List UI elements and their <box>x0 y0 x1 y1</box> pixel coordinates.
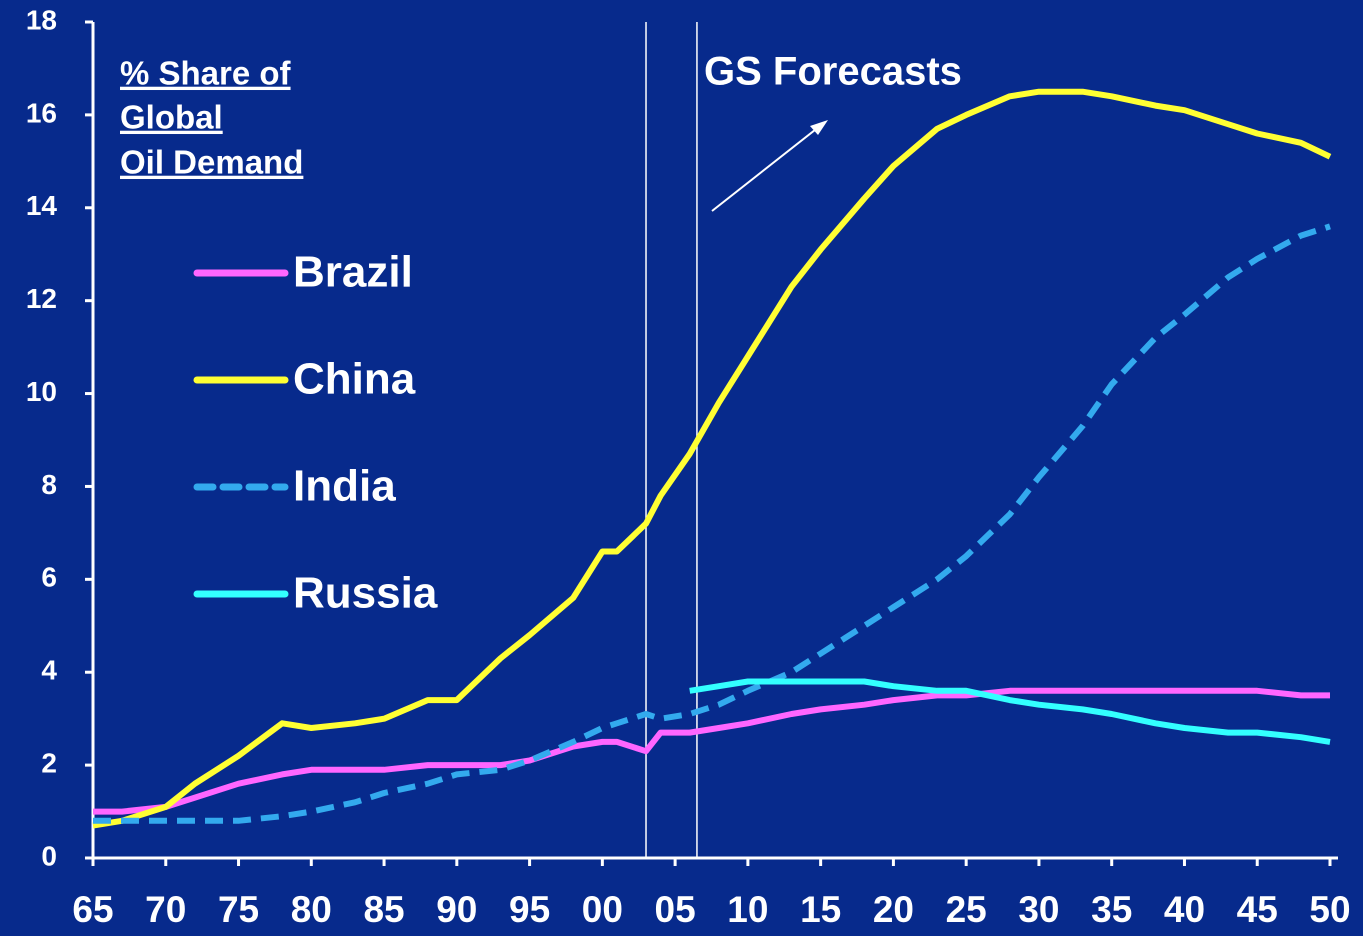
annotation: GS Forecasts <box>704 50 962 94</box>
x-tick-label: 85 <box>363 889 404 930</box>
x-tick-label: 90 <box>436 889 477 930</box>
x-tick-label: 10 <box>727 889 768 930</box>
series-line <box>93 223 1331 824</box>
x-tick-label: 05 <box>655 889 696 930</box>
annotation: % Share of <box>120 55 292 92</box>
y-tick-label: 10 <box>26 376 57 407</box>
x-tick-label: 20 <box>873 889 914 930</box>
series-line <box>689 678 1331 745</box>
legend-label: Russia <box>293 569 438 618</box>
legend-label: China <box>293 355 416 404</box>
arrow-head <box>810 120 828 135</box>
annotation: Global <box>120 99 223 136</box>
x-tick-label: 25 <box>946 889 987 930</box>
y-tick-label: 8 <box>41 469 57 500</box>
x-tick-label: 80 <box>291 889 332 930</box>
x-tick-label: 00 <box>582 889 623 930</box>
y-tick-label: 0 <box>41 840 57 871</box>
x-tick-label: 95 <box>509 889 550 930</box>
x-tick-label: 50 <box>1309 889 1350 930</box>
arrow <box>711 125 821 212</box>
x-tick-label: 70 <box>145 889 186 930</box>
x-tick-label: 75 <box>218 889 259 930</box>
series-line <box>92 88 1332 829</box>
x-tick-label: 40 <box>1164 889 1205 930</box>
y-tick-label: 14 <box>26 190 58 221</box>
x-tick-label: 45 <box>1237 889 1278 930</box>
x-tick-label: 65 <box>72 889 113 930</box>
x-tick-label: 15 <box>800 889 841 930</box>
y-tick-label: 4 <box>41 655 57 686</box>
x-tick-label: 30 <box>1018 889 1059 930</box>
y-tick-label: 18 <box>26 4 57 35</box>
x-tick-label: 35 <box>1091 889 1132 930</box>
y-tick-label: 16 <box>26 97 57 128</box>
y-tick-label: 12 <box>26 283 57 314</box>
legend-label: Brazil <box>293 248 413 297</box>
y-tick-label: 2 <box>41 748 57 779</box>
annotation: Oil Demand <box>120 144 303 181</box>
series-line <box>93 687 1330 815</box>
y-tick-label: 6 <box>41 562 57 593</box>
legend-label: India <box>293 462 396 511</box>
